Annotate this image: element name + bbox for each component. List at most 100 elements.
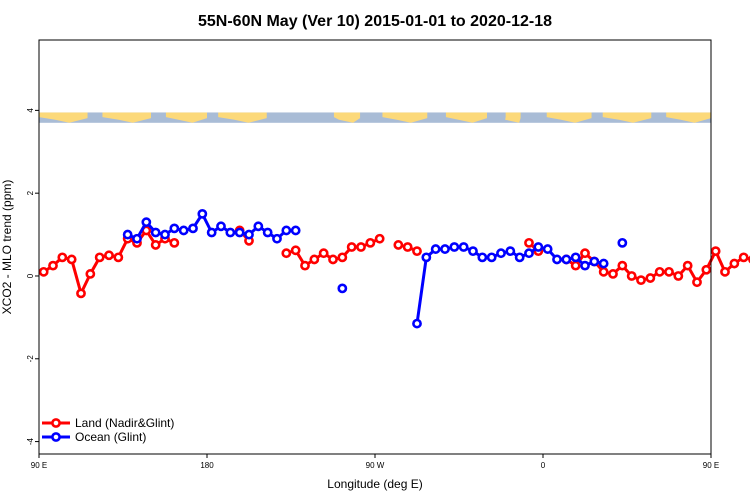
data-point <box>421 252 432 263</box>
world-map-strip <box>39 112 711 123</box>
data-point <box>113 252 124 263</box>
data-point <box>328 254 338 265</box>
data-point <box>561 254 572 265</box>
data-point <box>505 246 516 257</box>
data-point <box>701 264 712 275</box>
data-point <box>496 248 506 259</box>
data-point <box>412 318 422 329</box>
data-point <box>449 242 460 252</box>
data-point <box>178 225 189 236</box>
data-point <box>374 233 385 244</box>
data-point <box>458 242 469 252</box>
data-point <box>617 237 628 248</box>
data-point <box>253 221 264 232</box>
data-point <box>169 237 180 248</box>
data-point <box>720 266 730 277</box>
data-point <box>337 283 348 294</box>
x-tick-label: 180 <box>200 461 214 470</box>
data-point <box>169 223 180 234</box>
data-point <box>468 246 478 257</box>
data-point <box>589 256 600 267</box>
data-point <box>636 275 646 286</box>
data-point <box>617 260 628 271</box>
data-point <box>48 260 58 271</box>
x-axis-label: Longitude (deg E) <box>327 477 422 491</box>
plot-frame <box>38 39 712 455</box>
data-point <box>533 242 544 252</box>
data-point <box>738 252 749 263</box>
data-point <box>272 233 282 244</box>
data-point <box>580 260 590 271</box>
legend-entry: Land (Nadir&Glint) <box>75 416 174 430</box>
data-point <box>477 252 488 263</box>
y-tick-label: 2 <box>26 190 35 195</box>
data-point <box>393 240 404 250</box>
data-point <box>216 221 226 232</box>
series-land <box>38 225 750 299</box>
data-point <box>281 248 292 259</box>
x-tick-label: 0 <box>541 461 546 470</box>
data-point <box>225 227 236 238</box>
data-point <box>300 260 310 271</box>
data-point <box>66 254 77 265</box>
data-point <box>160 229 170 240</box>
data-point <box>122 229 133 240</box>
land-shape <box>546 112 592 123</box>
data-point <box>281 225 292 236</box>
data-point <box>85 269 96 279</box>
axis-ticks: 90 E 180 90 W 0 90 E -4 -2 0 2 4 <box>26 108 719 470</box>
data-point <box>188 223 198 234</box>
land-shape <box>102 112 151 123</box>
x-tick-label: 90 E <box>31 461 47 470</box>
data-point <box>76 288 86 299</box>
data-point <box>626 271 637 281</box>
data-point <box>94 252 105 263</box>
data-point <box>710 246 721 257</box>
data-point <box>412 246 422 257</box>
land-shape <box>666 112 711 123</box>
data-point <box>430 244 441 254</box>
data-point <box>318 248 329 259</box>
data-point <box>290 245 301 256</box>
data-point <box>598 266 609 277</box>
data-point <box>206 227 217 238</box>
data-point <box>150 227 161 238</box>
data-point <box>440 244 450 254</box>
data-point <box>524 237 534 248</box>
data-point <box>234 227 245 238</box>
data-point <box>682 260 693 271</box>
x-tick-label: 90 W <box>366 461 385 470</box>
data-point <box>38 266 49 277</box>
data-point <box>514 252 525 263</box>
data-point <box>645 273 656 283</box>
x-tick-label: 90 E <box>703 461 719 470</box>
data-point <box>104 250 114 261</box>
data-point <box>197 208 208 219</box>
data-point <box>244 229 254 240</box>
y-tick-label: -4 <box>26 437 35 445</box>
data-point <box>290 225 301 236</box>
data-point <box>692 277 702 288</box>
data-point <box>608 269 618 279</box>
data-point <box>598 258 609 269</box>
legend-marker <box>51 432 61 442</box>
data-point <box>570 260 581 271</box>
data-point <box>673 271 684 281</box>
land-shape <box>218 112 267 123</box>
y-tick-label: 0 <box>26 273 35 278</box>
land-shape <box>165 112 207 123</box>
legend: Land (Nadir&Glint)Ocean (Glint) <box>42 416 174 444</box>
data-point <box>654 266 665 277</box>
data-point <box>402 242 413 252</box>
series-ocean <box>122 208 628 329</box>
data-point <box>524 248 534 259</box>
data-point <box>337 252 348 263</box>
data-point <box>580 248 590 259</box>
land-shape <box>382 112 428 123</box>
data-point <box>346 242 357 252</box>
data-point <box>132 233 142 244</box>
data-point <box>542 244 553 254</box>
data-point <box>141 217 152 228</box>
series-layer <box>38 208 750 329</box>
